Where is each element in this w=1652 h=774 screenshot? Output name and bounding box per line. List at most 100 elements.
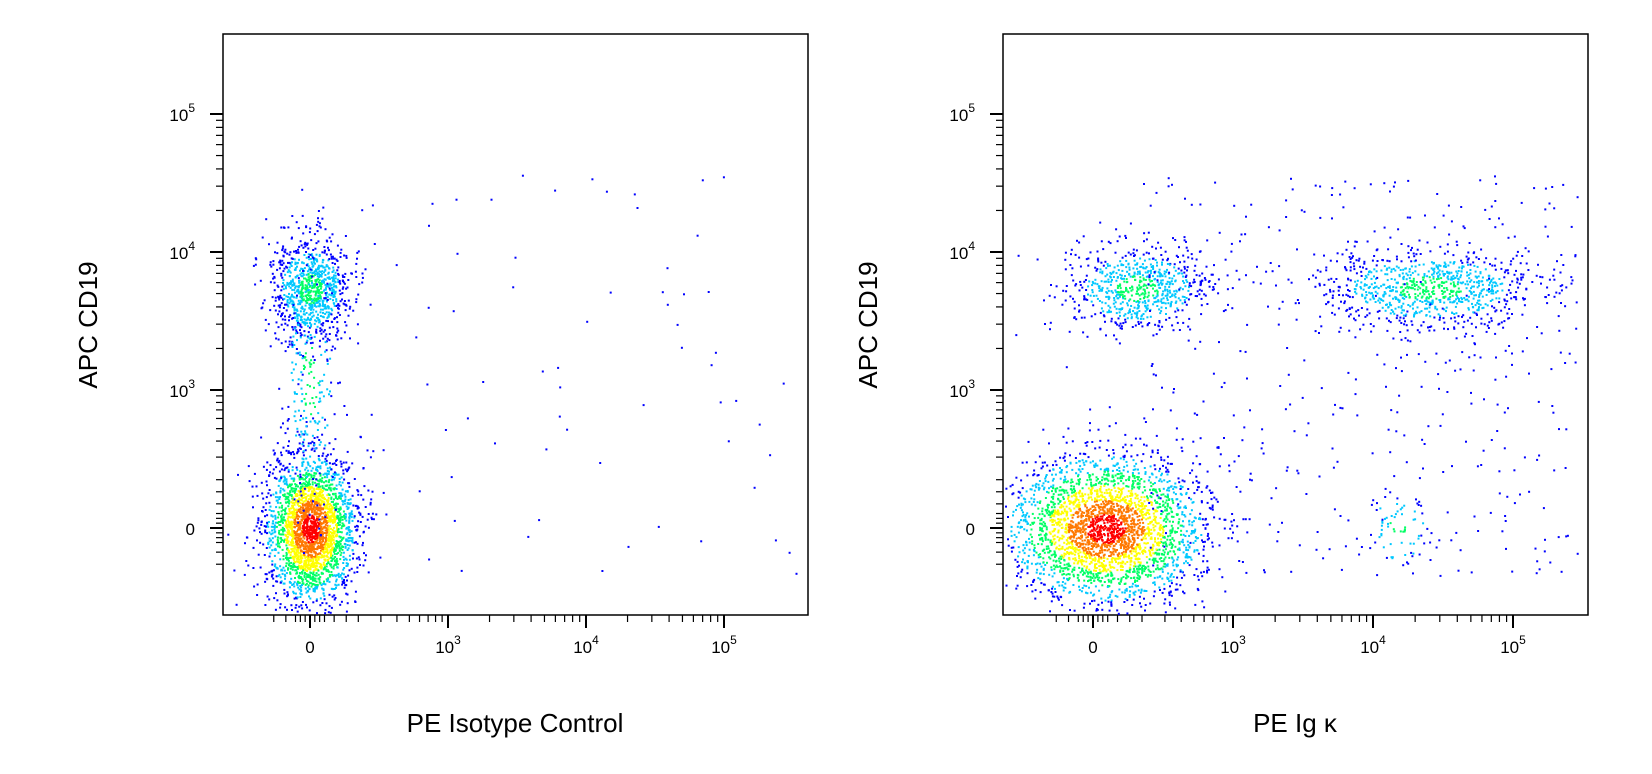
event-dot: [269, 309, 271, 311]
event-dot: [313, 377, 315, 379]
event-dot: [300, 284, 302, 286]
event-dot: [1091, 499, 1093, 501]
event-dot: [307, 591, 309, 593]
event-dot: [318, 547, 320, 549]
event-dot: [1167, 471, 1169, 473]
event-dot: [337, 307, 339, 309]
event-dot: [1146, 556, 1148, 558]
event-dot: [312, 483, 314, 485]
event-dot: [257, 517, 259, 519]
event-dot: [343, 573, 345, 575]
event-dot: [321, 500, 323, 502]
event-dot: [1019, 551, 1021, 553]
event-dot: [286, 609, 288, 611]
event-dot: [339, 524, 341, 526]
event-dot: [301, 567, 303, 569]
event-dot: [287, 505, 289, 507]
event-dot: [336, 526, 338, 528]
event-dot: [282, 245, 284, 247]
event-dot: [296, 583, 298, 585]
event-dot: [1182, 539, 1184, 541]
event-dot: [372, 204, 374, 206]
event-dot: [1129, 594, 1131, 596]
event-dot: [318, 486, 320, 488]
event-dot: [296, 511, 298, 513]
event-dot: [1154, 525, 1156, 527]
event-dot: [327, 470, 329, 472]
event-dot: [307, 495, 309, 497]
event-dot: [348, 486, 350, 488]
event-dot: [303, 330, 305, 332]
event-dot: [317, 278, 319, 280]
event-dot: [298, 280, 300, 282]
event-dot: [317, 584, 319, 586]
event-dot: [305, 305, 307, 307]
event-dot: [340, 517, 342, 519]
event-dot: [1107, 440, 1109, 442]
event-dot: [301, 550, 303, 552]
event-dot: [341, 525, 343, 527]
event-dot: [335, 535, 337, 537]
event-dot: [1141, 460, 1143, 462]
event-dot: [332, 326, 334, 328]
event-dot: [321, 281, 323, 283]
event-dot: [298, 259, 300, 261]
event-dot: [1030, 497, 1032, 499]
event-dot: [285, 467, 287, 469]
event-dot: [1123, 551, 1125, 553]
event-dot: [298, 434, 300, 436]
event-dot: [1052, 484, 1054, 486]
event-dot: [1084, 603, 1086, 605]
event-dot: [1277, 531, 1279, 533]
event-dot: [359, 558, 361, 560]
event-dot: [318, 265, 320, 267]
event-dot: [233, 570, 235, 572]
event-dot: [292, 336, 294, 338]
event-dot: [337, 529, 339, 531]
event-dot: [325, 336, 327, 338]
event-dot: [302, 283, 304, 285]
event-dot: [278, 532, 280, 534]
event-dot: [286, 553, 288, 555]
event-dot: [272, 296, 274, 298]
event-dot: [301, 244, 303, 246]
event-dot: [334, 348, 336, 350]
event-dot: [291, 295, 293, 297]
event-dot: [1033, 498, 1035, 500]
event-dot: [291, 261, 293, 263]
event-dot: [274, 332, 276, 334]
event-dot: [270, 506, 272, 508]
event-dot: [300, 371, 302, 373]
event-dot: [314, 450, 316, 452]
event-dot: [280, 529, 282, 531]
event-dot: [1123, 515, 1125, 517]
event-dot: [419, 490, 421, 492]
event-dot: [337, 531, 339, 533]
event-dot: [302, 215, 304, 217]
event-dot: [246, 536, 248, 538]
event-dot: [274, 525, 276, 527]
event-dot: [278, 480, 280, 482]
event-dot: [1024, 516, 1026, 518]
event-dot: [356, 567, 358, 569]
event-dot: [1185, 493, 1187, 495]
event-dot: [335, 559, 337, 561]
event-dot: [344, 587, 346, 589]
event-dot: [280, 452, 282, 454]
event-dot: [305, 319, 307, 321]
event-dot: [304, 573, 306, 575]
event-dot: [1203, 571, 1205, 573]
event-dot: [339, 495, 341, 497]
event-dot: [275, 549, 277, 551]
event-dot: [348, 521, 350, 523]
event-dot: [281, 264, 283, 266]
event-dot: [341, 477, 343, 479]
event-dot: [318, 321, 320, 323]
event-dot: [329, 294, 331, 296]
event-dot: [333, 269, 335, 271]
event-dot: [300, 310, 302, 312]
event-dot: [280, 315, 282, 317]
event-dot: [307, 461, 309, 463]
event-dot: [295, 488, 297, 490]
event-dot: [315, 294, 317, 296]
